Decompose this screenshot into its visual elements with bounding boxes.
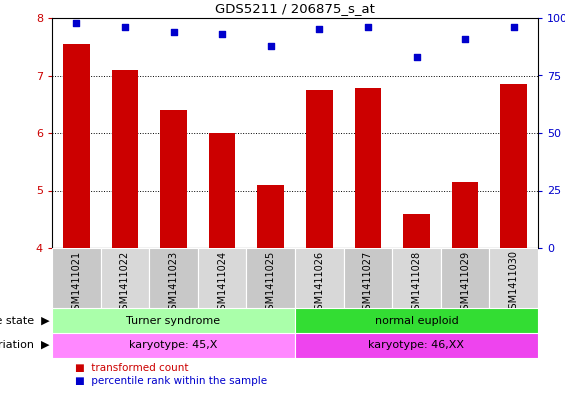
- Point: [363, 24, 372, 30]
- Text: GSM1411022: GSM1411022: [120, 250, 130, 316]
- Bar: [52, 308, 295, 333]
- Bar: [257, 185, 284, 248]
- Text: GSM1411021: GSM1411021: [71, 250, 81, 316]
- Text: ■  percentile rank within the sample: ■ percentile rank within the sample: [75, 376, 267, 386]
- Bar: [452, 182, 479, 248]
- Text: disease state  ▶: disease state ▶: [0, 316, 49, 325]
- Point: [315, 26, 324, 33]
- Bar: [160, 110, 187, 248]
- Bar: [501, 84, 527, 248]
- Text: GSM1411028: GSM1411028: [411, 250, 421, 316]
- Bar: [295, 248, 344, 308]
- Point: [218, 31, 227, 37]
- Bar: [354, 88, 381, 248]
- Bar: [101, 248, 149, 308]
- Title: GDS5211 / 206875_s_at: GDS5211 / 206875_s_at: [215, 2, 375, 15]
- Text: Turner syndrome: Turner syndrome: [127, 316, 220, 325]
- Point: [120, 24, 129, 30]
- Point: [169, 29, 178, 35]
- Text: GSM1411026: GSM1411026: [314, 250, 324, 316]
- Bar: [344, 248, 392, 308]
- Point: [509, 24, 518, 30]
- Point: [266, 42, 275, 49]
- Bar: [198, 248, 246, 308]
- Text: GSM1411030: GSM1411030: [508, 250, 519, 316]
- Bar: [149, 248, 198, 308]
- Bar: [306, 90, 333, 248]
- Text: karyotype: 46,XX: karyotype: 46,XX: [368, 340, 464, 351]
- Point: [72, 20, 81, 26]
- Bar: [295, 308, 538, 333]
- Bar: [295, 333, 538, 358]
- Text: ■  transformed count: ■ transformed count: [75, 363, 188, 373]
- Bar: [441, 248, 489, 308]
- Text: GSM1411024: GSM1411024: [217, 250, 227, 316]
- Bar: [111, 70, 138, 248]
- Text: GSM1411027: GSM1411027: [363, 250, 373, 316]
- Bar: [489, 248, 538, 308]
- Text: normal euploid: normal euploid: [375, 316, 458, 325]
- Text: GSM1411023: GSM1411023: [168, 250, 179, 316]
- Bar: [52, 248, 101, 308]
- Point: [460, 35, 470, 42]
- Text: GSM1411025: GSM1411025: [266, 250, 276, 316]
- Bar: [403, 213, 430, 248]
- Text: genotype/variation  ▶: genotype/variation ▶: [0, 340, 49, 351]
- Bar: [246, 248, 295, 308]
- Text: GSM1411029: GSM1411029: [460, 250, 470, 316]
- Bar: [52, 333, 295, 358]
- Bar: [63, 44, 90, 248]
- Text: karyotype: 45,X: karyotype: 45,X: [129, 340, 218, 351]
- Bar: [392, 248, 441, 308]
- Bar: [208, 133, 236, 248]
- Point: [412, 54, 421, 60]
